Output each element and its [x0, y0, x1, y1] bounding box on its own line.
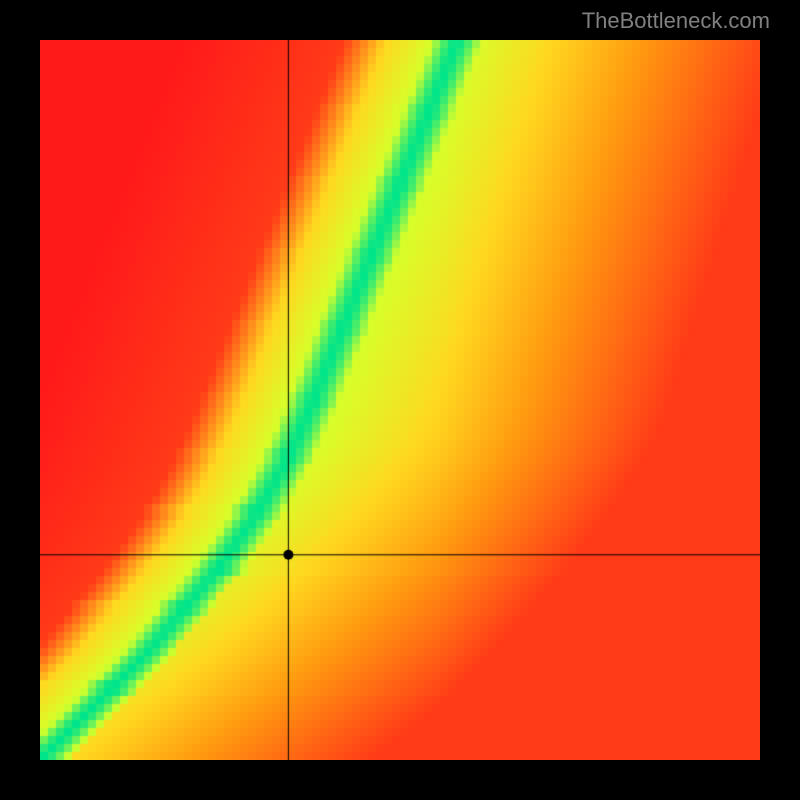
bottleneck-heatmap — [40, 40, 760, 760]
watermark-text: TheBottleneck.com — [582, 8, 770, 34]
heatmap-canvas — [40, 40, 760, 760]
